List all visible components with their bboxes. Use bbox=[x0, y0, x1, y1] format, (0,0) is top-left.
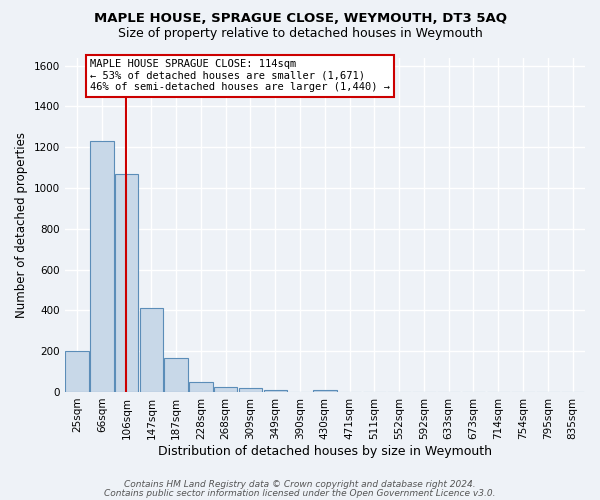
Bar bbox=[214, 387, 238, 392]
Text: Size of property relative to detached houses in Weymouth: Size of property relative to detached ho… bbox=[118, 28, 482, 40]
Bar bbox=[263, 390, 287, 392]
Bar bbox=[164, 358, 188, 392]
Bar bbox=[65, 351, 89, 392]
X-axis label: Distribution of detached houses by size in Weymouth: Distribution of detached houses by size … bbox=[158, 444, 492, 458]
Bar bbox=[313, 390, 337, 392]
Bar bbox=[90, 141, 113, 392]
Text: MAPLE HOUSE, SPRAGUE CLOSE, WEYMOUTH, DT3 5AQ: MAPLE HOUSE, SPRAGUE CLOSE, WEYMOUTH, DT… bbox=[94, 12, 506, 26]
Text: MAPLE HOUSE SPRAGUE CLOSE: 114sqm
← 53% of detached houses are smaller (1,671)
4: MAPLE HOUSE SPRAGUE CLOSE: 114sqm ← 53% … bbox=[90, 59, 390, 92]
Bar bbox=[189, 382, 213, 392]
Bar bbox=[140, 308, 163, 392]
Bar bbox=[239, 388, 262, 392]
Bar bbox=[115, 174, 139, 392]
Y-axis label: Number of detached properties: Number of detached properties bbox=[15, 132, 28, 318]
Text: Contains HM Land Registry data © Crown copyright and database right 2024.: Contains HM Land Registry data © Crown c… bbox=[124, 480, 476, 489]
Text: Contains public sector information licensed under the Open Government Licence v3: Contains public sector information licen… bbox=[104, 489, 496, 498]
